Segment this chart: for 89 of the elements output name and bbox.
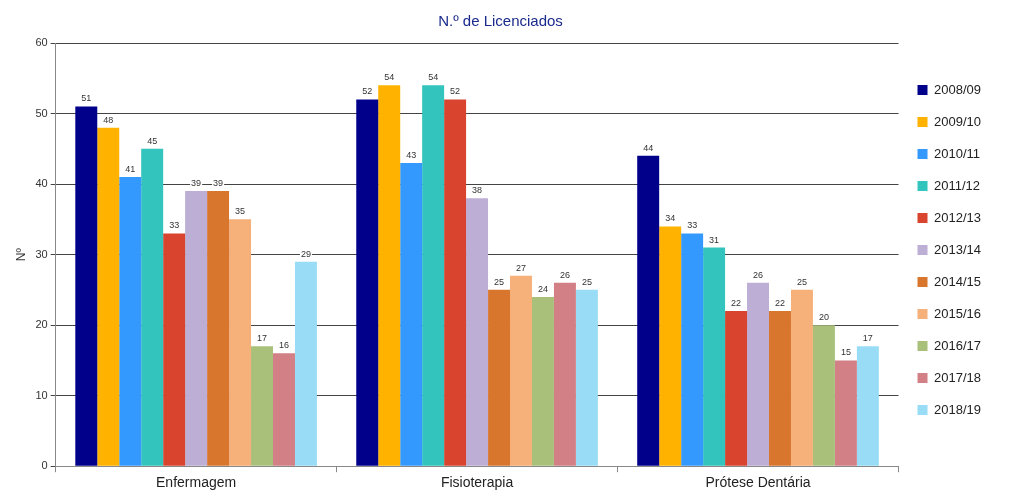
x-tick-label: Fisioterapia (440, 474, 514, 491)
bar (812, 325, 835, 466)
data-label: 25 (581, 276, 592, 287)
bar (356, 99, 379, 466)
bar (531, 296, 554, 466)
data-label: 54 (428, 72, 439, 83)
data-label: 26 (753, 269, 764, 280)
y-tick-label: 30 (35, 247, 48, 260)
legend-label: 2015/16 (934, 305, 982, 321)
bar (229, 219, 252, 466)
bar (119, 177, 142, 466)
data-label: 39 (191, 178, 202, 189)
bar (272, 353, 295, 466)
data-label: 22 (731, 298, 742, 309)
bar (510, 275, 532, 466)
data-label: 45 (147, 135, 158, 146)
legend-label: 2012/13 (934, 209, 982, 225)
legend-label: 2014/15 (934, 273, 982, 289)
bar (790, 289, 813, 466)
bar (856, 346, 879, 466)
data-label: 26 (559, 269, 570, 280)
bar (488, 289, 511, 466)
data-label: 43 (406, 149, 417, 160)
bar (400, 162, 423, 466)
bar (294, 261, 317, 466)
legend-label: 2017/18 (934, 369, 982, 385)
bar (681, 233, 704, 466)
data-label: 33 (687, 220, 698, 231)
data-label: 17 (862, 333, 873, 344)
legend-label: 2010/11 (934, 145, 981, 161)
x-tick-label: Enfermagem (156, 474, 237, 491)
bar (659, 226, 682, 466)
bar (637, 155, 660, 466)
bar (422, 85, 445, 466)
y-tick-label: 60 (35, 36, 48, 49)
bar (141, 148, 164, 466)
data-label: 22 (774, 298, 785, 309)
data-label: 25 (494, 276, 505, 287)
data-label: 20 (818, 312, 829, 323)
legend-label: 2009/10 (934, 113, 982, 129)
data-label: 52 (450, 86, 461, 97)
y-tick-label: 20 (35, 318, 48, 331)
chart-title: N.º de Licenciados (438, 12, 563, 30)
data-label: 16 (278, 340, 289, 351)
bar (575, 289, 598, 466)
bar (75, 106, 98, 466)
data-label: 44 (643, 142, 654, 153)
data-label: 29 (300, 248, 311, 259)
bar (207, 191, 230, 466)
bar (703, 247, 726, 466)
bar (466, 198, 489, 466)
data-label: 15 (840, 347, 851, 358)
bar (185, 191, 208, 466)
bar (834, 360, 857, 466)
y-axis-title: Nº (13, 247, 28, 262)
legend-label: 2016/17 (934, 337, 982, 353)
bar (769, 311, 791, 466)
data-label: 31 (709, 234, 720, 245)
y-tick-label: 40 (35, 177, 48, 190)
bar (725, 311, 748, 466)
bar (747, 282, 770, 466)
data-label: 54 (384, 72, 395, 83)
y-tick-label: 0 (41, 459, 48, 472)
data-label: 41 (125, 164, 136, 174)
legend-label: 2008/09 (934, 81, 982, 97)
legend-label: 2018/19 (934, 401, 982, 417)
data-label: 25 (796, 276, 807, 287)
data-label: 35 (235, 206, 246, 217)
data-label: 48 (103, 114, 114, 125)
x-tick-label: Prótese Dentária (705, 474, 811, 491)
data-label: 17 (257, 333, 268, 344)
data-label: 52 (362, 86, 373, 97)
data-label: 51 (81, 93, 92, 104)
data-label: 27 (516, 262, 527, 273)
bar (97, 127, 120, 466)
data-label: 24 (537, 283, 548, 294)
bar (251, 346, 273, 466)
y-tick-label: 10 (35, 388, 48, 401)
bar (378, 85, 401, 466)
data-label: 34 (665, 213, 676, 224)
bar (553, 282, 576, 466)
legend-label: 2011/12 (934, 177, 981, 193)
bar (444, 99, 467, 466)
y-tick-label: 50 (35, 106, 48, 119)
data-label: 39 (213, 178, 224, 189)
legend-label: 2013/14 (934, 241, 982, 257)
bar (163, 233, 186, 466)
data-label: 33 (169, 220, 180, 231)
data-label: 38 (472, 185, 483, 196)
